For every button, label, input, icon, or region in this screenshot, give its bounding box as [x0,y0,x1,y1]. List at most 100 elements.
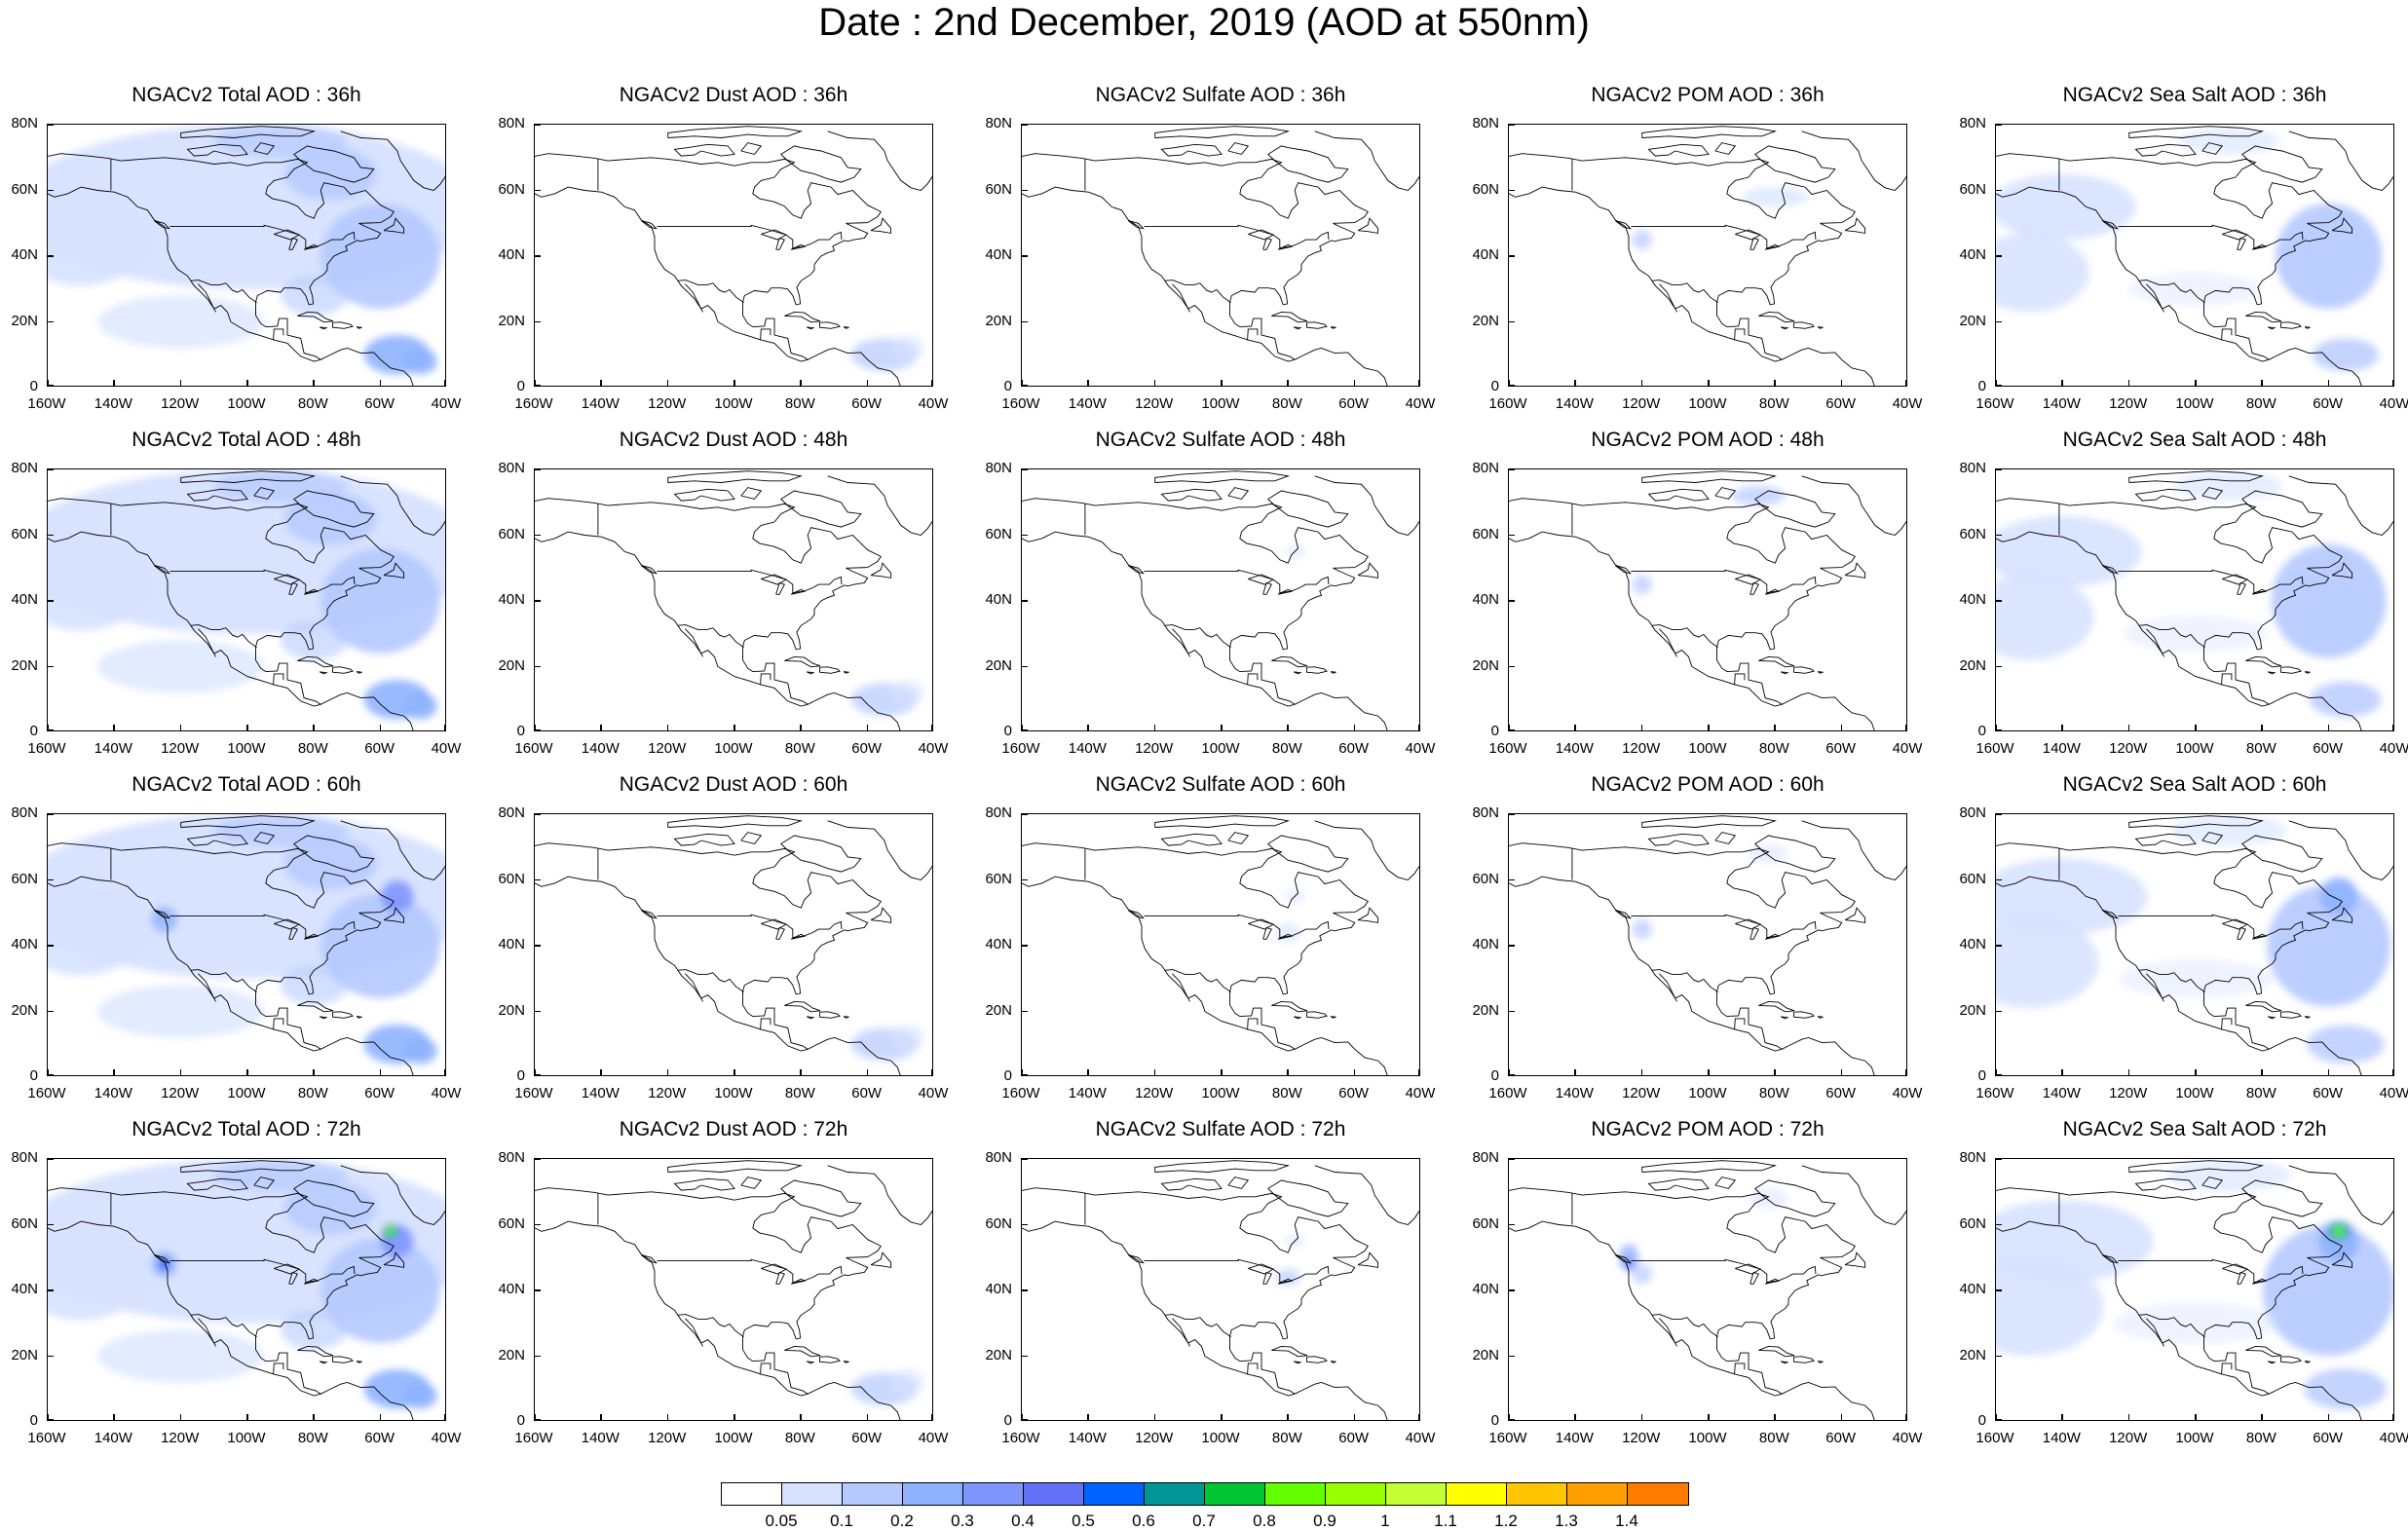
coastline-path [2267,1361,2276,1364]
coastline-path [641,565,658,575]
coastline-path [1160,143,1223,157]
coastline-path [775,581,785,595]
lon-tick [1153,380,1156,387]
lat-tick [1021,1355,1028,1357]
lon-tick-label: 60W [1825,740,1857,757]
lon-tick [1995,1069,1997,1076]
coastline-path [760,1363,771,1375]
map-panel-seasalt-1: NGACv2 Sea Salt AOD : 48h 80N 60N 40N 20N 0 16… [1959,429,2408,770]
lat-tick [1995,878,2002,880]
coastline-path [190,969,257,992]
colorbar-label: 1.2 [1494,1512,1518,1530]
lon-tick [800,1414,802,1421]
lon-tick-label: 80W [2245,1430,2276,1446]
aod-patch [1996,515,2142,587]
lat-tick [1995,255,2002,257]
colorbar-label: 1.1 [1434,1512,1457,1530]
lat-tick-label: 20N [11,656,38,674]
coastline-path [1780,326,1789,330]
coastline-path [2245,1000,2282,1013]
aod-patch [281,965,348,1005]
lon-tick [379,1414,382,1421]
panel-title: NGACv2 Total AOD : 48h [132,429,361,451]
colorbar-swatch [1566,1482,1629,1506]
coastline-path [356,1016,362,1019]
map-panel-total-2: NGACv2 Total AOD : 60h 80N 60N 40N 20N 0 160W 1… [11,773,461,1115]
lat-tick [1508,255,1515,257]
coastline-path [2134,143,2197,157]
lat-tick-label: 40N [985,936,1012,952]
panel-title: NGACv2 Sea Salt AOD : 36h [2062,84,2327,106]
coastlines [1022,126,1419,386]
coastline-path [1160,1177,1223,1191]
aod-field [850,1369,924,1406]
map-panel-pom-2: NGACv2 POM AOD : 60h 80N 60N 40N 20N 0 160W 140… [1472,773,1922,1115]
lat-tick [534,1419,541,1421]
map-frame [534,813,933,1076]
coastline-path [1271,1345,1308,1358]
lon-tick [1287,1414,1289,1421]
aod-patch [1632,230,1652,250]
lat-tick-label: 80N [498,804,525,821]
coastline-path [2128,126,2265,138]
coastline-path [319,671,328,675]
lon-tick [734,1069,735,1076]
aod-patch [2166,1159,2291,1192]
coastline-path [1022,186,1296,362]
colorbar: 0.05 0.1 0.2 0.3 0.4 0.5 0.6 0.7 0.8 0.9 1 1.1 1.2 1.… [721,1482,1689,1530]
lon-tick-label: 100W [227,1430,266,1446]
lat-tick-label: 0 [516,378,525,394]
coastline-path [1357,1251,1379,1268]
coastline-path [641,910,658,919]
lon-tick [1021,1414,1023,1421]
coastline-path [1164,969,1231,992]
coastline-path [332,666,354,674]
lat-tick [1508,945,1515,947]
coastline-path [1294,1382,1388,1420]
aod-patch [283,1181,378,1235]
coastline-path [1714,487,1737,500]
lat-tick [47,124,54,126]
aod-patch [890,1369,924,1396]
panel-title: NGACv2 Sulfate AOD : 72h [1095,1118,1346,1140]
lon-tick-label: 120W [648,740,687,757]
lat-tick [1021,189,1028,191]
coastline-path [806,326,815,330]
colorbar-label: 0.5 [1072,1512,1095,1530]
lon-tick-label: 120W [1622,740,1661,757]
lon-tick-label: 60W [1825,1430,1857,1446]
coastline-path [2201,832,2224,844]
lon-tick-label: 160W [1001,740,1040,757]
lon-tick [534,1414,536,1421]
coastline-path [819,1356,841,1363]
coastline-path [1641,470,1778,483]
aod-patch [2262,1225,2393,1356]
coastline-path [1164,1314,1231,1337]
aod-patch [2319,877,2358,915]
aod-patch [213,1159,348,1192]
coastline-path [1022,1220,1296,1397]
lat-tick-label: 60N [1472,870,1499,887]
lon-tick [1287,725,1289,731]
lat-tick-label: 0 [1977,378,1986,394]
lat-tick [47,1010,54,1012]
coastline-path [1996,186,2270,362]
lon-tick-label: 160W [514,395,553,412]
lon-tick [1840,725,1843,731]
coastline-path [2221,673,2233,686]
coastline-path [784,1345,821,1358]
panel-title: NGACv2 POM AOD : 60h [1591,773,1825,796]
coastline-path [1293,671,1302,675]
coastline-path [2267,671,2276,675]
coastline-path [535,1187,882,1395]
coastline-path [2268,692,2362,730]
map-svg [48,125,445,386]
lat-tick-label: 40N [1959,936,1986,952]
coastlines [1022,470,1419,730]
coastline-path [1164,280,1231,303]
lon-tick-label: 80W [1271,1085,1302,1102]
lat-tick [47,1074,54,1076]
coastline-path [1615,1254,1633,1264]
lon-tick [1221,725,1223,731]
coastline-path [1714,832,1737,844]
